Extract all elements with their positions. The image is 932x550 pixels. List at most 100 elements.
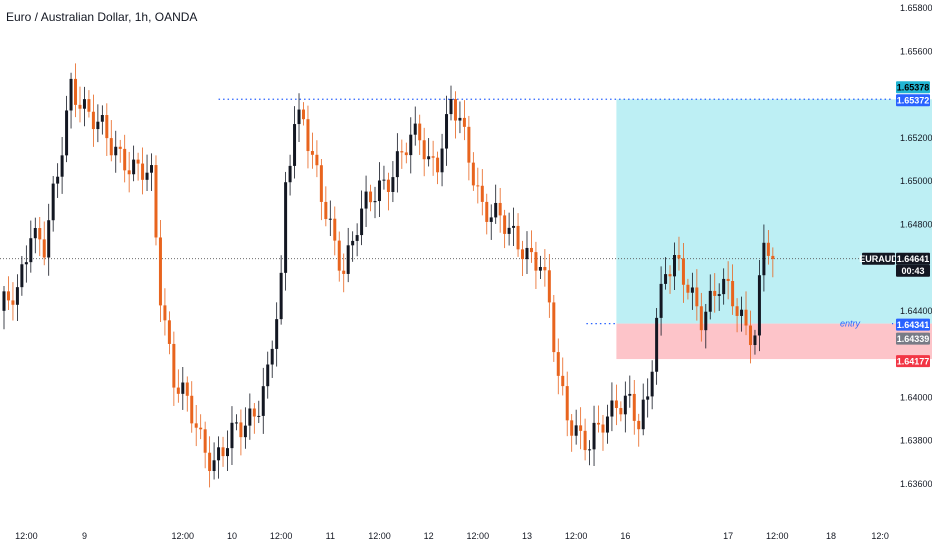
- candle[interactable]: [565, 371, 569, 437]
- candle[interactable]: [677, 236, 681, 271]
- candle[interactable]: [154, 155, 158, 246]
- candle[interactable]: [395, 133, 399, 193]
- candle[interactable]: [217, 436, 221, 479]
- candle[interactable]: [668, 265, 672, 294]
- candle[interactable]: [699, 292, 703, 342]
- candle[interactable]: [574, 409, 578, 445]
- candle[interactable]: [167, 311, 171, 355]
- candle[interactable]: [20, 255, 24, 296]
- candle[interactable]: [96, 104, 100, 143]
- candle[interactable]: [82, 86, 86, 127]
- candle[interactable]: [369, 184, 373, 212]
- candle[interactable]: [60, 136, 64, 194]
- candle[interactable]: [297, 93, 301, 142]
- candle[interactable]: [221, 436, 225, 467]
- candle[interactable]: [735, 298, 739, 333]
- candle[interactable]: [333, 206, 337, 256]
- candle[interactable]: [592, 405, 596, 466]
- candle[interactable]: [650, 360, 654, 410]
- candle[interactable]: [127, 151, 131, 193]
- candle[interactable]: [328, 200, 332, 237]
- candle[interactable]: [29, 220, 33, 273]
- candle[interactable]: [391, 161, 395, 203]
- candle[interactable]: [529, 230, 533, 263]
- candle[interactable]: [342, 253, 346, 293]
- target-zone[interactable]: [616, 99, 932, 324]
- candle[interactable]: [436, 151, 440, 185]
- candle[interactable]: [471, 152, 475, 191]
- candle[interactable]: [109, 120, 113, 162]
- candle[interactable]: [413, 106, 417, 146]
- candle[interactable]: [199, 414, 203, 440]
- candle[interactable]: [42, 221, 46, 266]
- candle[interactable]: [288, 154, 292, 196]
- candle[interactable]: [726, 261, 730, 300]
- candle[interactable]: [431, 140, 435, 176]
- candle[interactable]: [337, 231, 341, 282]
- stop-zone[interactable]: [616, 323, 932, 360]
- candle[interactable]: [145, 154, 149, 192]
- candle[interactable]: [136, 152, 140, 181]
- candle[interactable]: [386, 172, 390, 211]
- candle[interactable]: [641, 383, 645, 436]
- candle[interactable]: [176, 369, 180, 403]
- candle[interactable]: [427, 138, 431, 167]
- candle[interactable]: [382, 165, 386, 190]
- candle[interactable]: [521, 240, 525, 276]
- candle[interactable]: [38, 216, 42, 257]
- candle[interactable]: [404, 142, 408, 164]
- candle[interactable]: [717, 283, 721, 311]
- candle[interactable]: [534, 241, 538, 289]
- candle[interactable]: [194, 404, 198, 447]
- candle[interactable]: [261, 367, 265, 434]
- candle[interactable]: [498, 187, 502, 233]
- candle[interactable]: [757, 260, 761, 352]
- candle[interactable]: [74, 63, 78, 118]
- candle[interactable]: [203, 421, 207, 469]
- candle[interactable]: [346, 227, 350, 283]
- candle[interactable]: [234, 414, 238, 431]
- candle[interactable]: [78, 86, 82, 123]
- candle[interactable]: [400, 139, 404, 169]
- candle[interactable]: [538, 255, 542, 280]
- candle[interactable]: [319, 159, 323, 221]
- candle[interactable]: [690, 272, 694, 310]
- candle[interactable]: [632, 380, 636, 435]
- candle[interactable]: [507, 212, 511, 246]
- candle[interactable]: [252, 403, 256, 434]
- candle[interactable]: [51, 176, 55, 232]
- candle[interactable]: [185, 376, 189, 412]
- candle[interactable]: [664, 257, 668, 290]
- candle[interactable]: [462, 100, 466, 141]
- candle[interactable]: [270, 340, 274, 378]
- candle[interactable]: [681, 242, 685, 303]
- candle[interactable]: [163, 288, 167, 336]
- candle[interactable]: [489, 204, 493, 240]
- candle[interactable]: [105, 103, 109, 156]
- candle[interactable]: [373, 186, 377, 219]
- candle[interactable]: [310, 132, 314, 169]
- candle[interactable]: [480, 169, 484, 216]
- candle[interactable]: [266, 351, 270, 399]
- candle[interactable]: [713, 273, 717, 313]
- candle[interactable]: [628, 375, 632, 408]
- candle[interactable]: [293, 106, 297, 179]
- candle[interactable]: [315, 140, 319, 178]
- candle[interactable]: [69, 72, 73, 129]
- candle[interactable]: [100, 105, 104, 135]
- candle[interactable]: [351, 231, 355, 262]
- candle[interactable]: [418, 114, 422, 155]
- candle[interactable]: [619, 401, 623, 422]
- candle[interactable]: [476, 167, 480, 204]
- candle[interactable]: [605, 404, 609, 444]
- candle[interactable]: [190, 381, 194, 433]
- candle[interactable]: [324, 186, 328, 227]
- candle[interactable]: [257, 400, 261, 424]
- candle[interactable]: [355, 223, 359, 257]
- candle[interactable]: [588, 440, 592, 466]
- candle[interactable]: [467, 115, 471, 181]
- candle[interactable]: [150, 153, 154, 191]
- candle[interactable]: [708, 274, 712, 320]
